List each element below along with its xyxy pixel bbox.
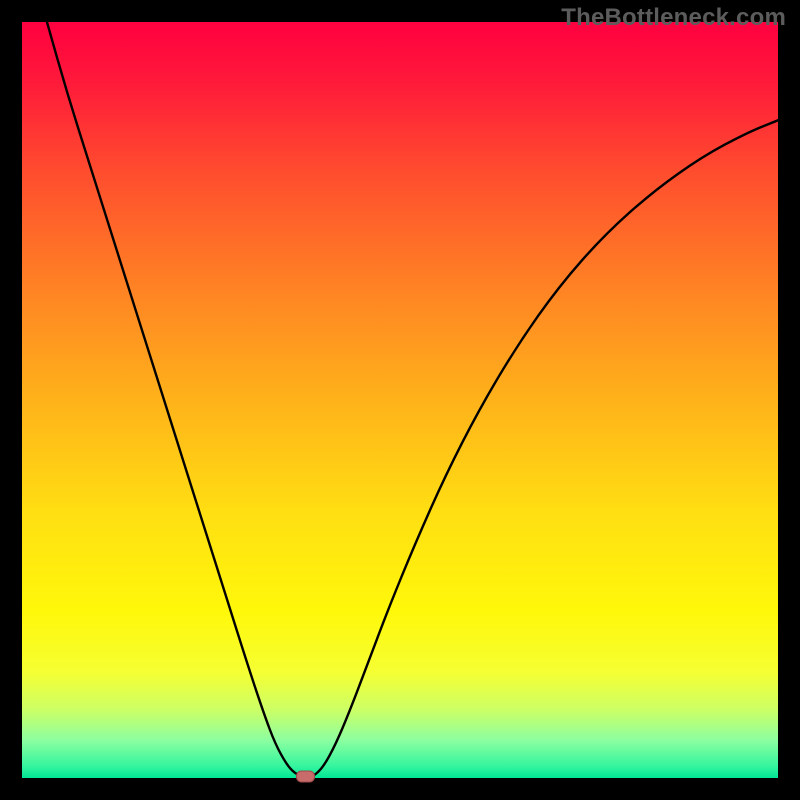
watermark-text: TheBottleneck.com [561, 4, 786, 32]
bottleneck-chart-svg [0, 0, 800, 800]
gradient-plot-area [22, 22, 778, 778]
minimum-marker [297, 771, 315, 782]
chart-container: TheBottleneck.com [0, 0, 800, 800]
